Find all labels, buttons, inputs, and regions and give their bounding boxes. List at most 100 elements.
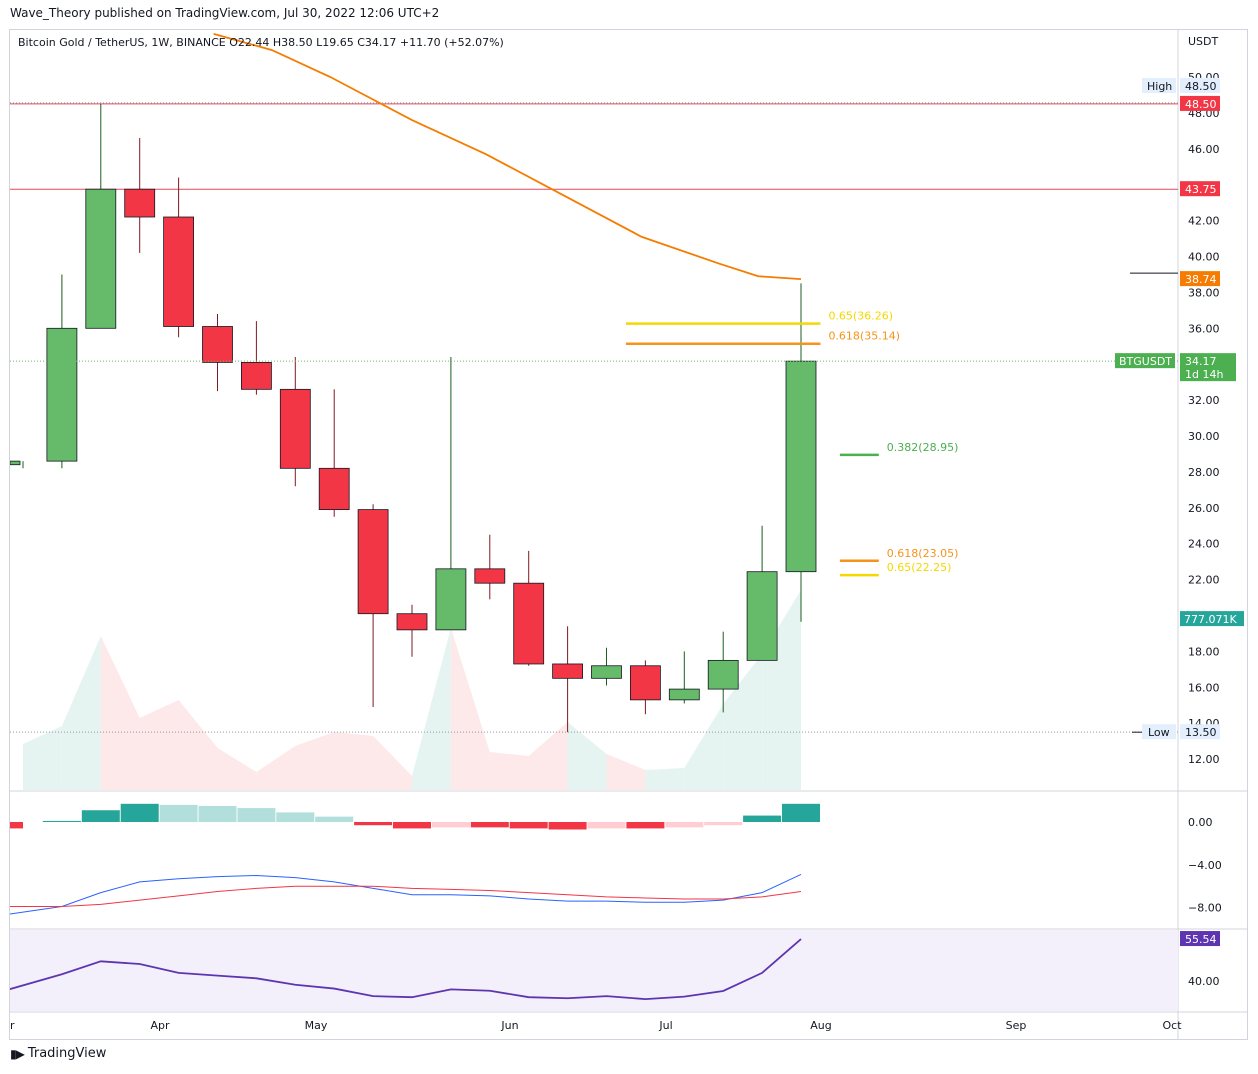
low-tag <box>1142 724 1176 740</box>
moving-average-line <box>213 33 802 281</box>
candle-body <box>435 568 467 631</box>
volume-area <box>256 746 296 790</box>
volume-area <box>295 732 335 790</box>
low-value-tag <box>1180 724 1220 740</box>
candle-body <box>591 665 622 679</box>
candle-body <box>746 571 778 661</box>
volume-area <box>606 754 646 790</box>
volume-area <box>139 700 179 790</box>
ma-price-label: 38.74 <box>1185 273 1217 286</box>
price-tick-label: 30.00 <box>1188 430 1220 443</box>
high-tag <box>1142 77 1176 93</box>
candle-body <box>279 388 311 469</box>
price-axis-unit: USDT <box>1188 35 1219 48</box>
candle-body <box>396 613 428 631</box>
price-tick-label: 46.00 <box>1188 143 1220 156</box>
price-tick-label: 38.00 <box>1188 286 1220 299</box>
macd-histogram-bar <box>587 822 626 829</box>
price-tick-label: 24.00 <box>1188 538 1220 551</box>
price-tag <box>1180 95 1220 111</box>
macd-signal-line <box>10 885 802 908</box>
candle-body <box>124 188 156 218</box>
macd-tick-label: −8.00 <box>1188 902 1222 915</box>
fib-level-label: 0.382(28.95) <box>887 441 959 454</box>
time-axis-label: Jun <box>500 1019 518 1032</box>
macd-histogram-bar <box>665 822 704 828</box>
candle-body <box>10 460 21 466</box>
macd-histogram-bar <box>42 820 81 822</box>
price-tick-label: 36.00 <box>1188 322 1220 335</box>
candle-body <box>785 360 817 573</box>
time-axis-label: May <box>305 1019 328 1032</box>
candle-body <box>163 216 195 327</box>
symbol-label: BTGUSDT <box>1119 355 1172 368</box>
macd-histogram-bar <box>81 810 120 822</box>
volume-area <box>334 732 374 790</box>
candle-body <box>630 665 661 701</box>
current-price-tag <box>1180 353 1236 382</box>
rsi-line <box>10 938 802 1000</box>
footer: ▮▶ TradingView <box>10 1046 106 1061</box>
rsi-tick-label: 40.00 <box>1188 975 1220 988</box>
time-axis-label: Sep <box>1006 1019 1027 1032</box>
volume-area <box>684 704 724 790</box>
current-price-label: 34.17 <box>1185 355 1217 368</box>
macd-histogram-bar <box>431 822 470 828</box>
candlestick-chart[interactable]: 12.0014.0016.0018.0022.0024.0026.0028.00… <box>10 30 1247 1039</box>
price-tick-label: 28.00 <box>1188 466 1220 479</box>
macd-histogram-bar <box>704 822 743 826</box>
price-tick-label: 32.00 <box>1188 394 1220 407</box>
macd-histogram-bar <box>354 822 393 826</box>
macd-histogram-bar <box>626 822 665 829</box>
price-tick-label: 22.00 <box>1188 574 1220 587</box>
candle-body <box>85 188 117 329</box>
high-value-label: 48.50 <box>1185 80 1217 93</box>
macd-histogram-bar <box>393 822 431 829</box>
macd-tick-label: −4.00 <box>1188 859 1222 872</box>
price-tag <box>1180 181 1220 197</box>
volume-area <box>100 636 140 790</box>
high-tag-label: High <box>1147 80 1172 93</box>
volume-area <box>489 752 529 790</box>
candle-body <box>668 688 700 701</box>
low-tag-label: Low <box>1148 726 1170 739</box>
candle-body <box>240 362 272 390</box>
fib-level-label: 0.65(22.25) <box>887 561 952 574</box>
candle-body <box>552 663 583 679</box>
volume-area <box>528 722 568 790</box>
fib-level-label: 0.618(35.14) <box>828 330 900 343</box>
rsi-band <box>10 930 1178 1011</box>
volume-area <box>217 748 257 790</box>
candle-body <box>474 568 506 584</box>
publish-info: Wave_Theory published on TradingView.com… <box>10 6 440 20</box>
brand-name: TradingView <box>27 1046 107 1061</box>
volume-area <box>567 722 607 790</box>
volume-area <box>61 636 101 790</box>
candle-body <box>202 326 233 363</box>
candle-body <box>318 467 350 510</box>
volume-area <box>23 726 62 790</box>
rsi-value-tag <box>1180 931 1220 947</box>
volume-tag-label: 777.071K <box>1184 613 1237 626</box>
symbol-tag <box>1115 353 1175 369</box>
macd-histogram-bar <box>743 815 782 822</box>
candle-body <box>46 327 78 462</box>
countdown-label: 1d 14h <box>1185 368 1223 381</box>
high-value-tag <box>1180 77 1220 93</box>
tradingview-logo-icon[interactable]: ▮▶ <box>10 1046 25 1061</box>
macd-histogram-bar <box>509 822 548 829</box>
chart-frame: 12.00 14.00 16.00 18.00 22.00 24.00 26.00 28.00… <box>9 29 1248 1040</box>
macd-tick-label: 0.00 <box>1188 816 1213 829</box>
candle-body <box>513 582 545 665</box>
time-axis-label: Oct <box>1162 1019 1182 1032</box>
time-axis-label: Apr <box>150 1019 170 1032</box>
time-axis-label: Jul <box>658 1019 672 1032</box>
price-tick-label: 16.00 <box>1188 681 1220 694</box>
volume-area <box>723 654 763 790</box>
fib-level-label: 0.618(23.05) <box>887 547 959 560</box>
macd-histogram-bar <box>276 812 315 822</box>
volume-area <box>450 628 490 790</box>
price-tick-label: 12.00 <box>1188 753 1220 766</box>
macd-histogram-bar <box>10 822 23 829</box>
macd-histogram-bar <box>159 804 198 822</box>
